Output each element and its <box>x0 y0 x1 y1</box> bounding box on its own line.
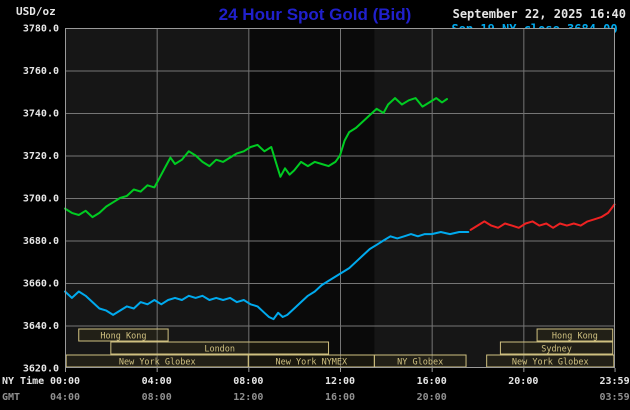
x-tick-label-ny: 08:00 <box>233 376 263 387</box>
x-tick-label-gmt: 20:00 <box>417 392 447 403</box>
x-tick-label-gmt: 04:00 <box>50 392 80 403</box>
y-tick-label: 3760.0 <box>23 66 59 77</box>
session-box <box>78 328 169 342</box>
x-tick-label-ny: 23:59 <box>599 376 629 387</box>
chart-title: 24 Hour Spot Gold (Bid) <box>218 5 412 24</box>
x-tick-label-ny: 00:00 <box>50 376 80 387</box>
session-box <box>536 328 614 342</box>
x-tick-label-gmt: 12:00 <box>233 392 263 403</box>
y-tick-label: 3640.0 <box>23 321 59 332</box>
series-line-sep19 <box>64 231 470 321</box>
session-label: Sydney <box>541 345 572 355</box>
session-label: New York NYMEX <box>276 358 349 368</box>
x-tick-label-ny: 12:00 <box>325 376 355 387</box>
unit-label: USD/oz <box>16 5 56 18</box>
x-tick-label-ny: 20:00 <box>508 376 538 387</box>
x-tick-label-gmt: 08:00 <box>142 392 172 403</box>
plot-border <box>65 28 615 368</box>
x-tick-label-ny: 04:00 <box>142 376 172 387</box>
x-tick-label-gmt: 16:00 <box>325 392 355 403</box>
y-tick-label: 3780.0 <box>23 24 59 35</box>
session-label: London <box>204 345 235 355</box>
gmt-axis-label: GMT <box>2 392 20 403</box>
y-tick-label: 3700.0 <box>23 194 59 205</box>
series-line-sep22 <box>64 97 448 219</box>
session-label: Hong Kong <box>552 332 598 342</box>
timestamp-label: September 22, 2025 16:40 <box>452 7 626 21</box>
session-label: Hong Kong <box>100 332 146 342</box>
series-line-sep21 <box>469 203 616 231</box>
y-tick-label: 3620.0 <box>23 364 59 375</box>
x-tick-label-ny: 16:00 <box>417 376 447 387</box>
session-label: New York Globex <box>512 358 589 368</box>
y-tick-label: 3740.0 <box>23 109 59 120</box>
x-tick-label-gmt: 03:59 <box>599 392 629 403</box>
y-tick-label: 3660.0 <box>23 279 59 290</box>
session-box <box>110 341 330 355</box>
y-tick-label: 3680.0 <box>23 236 59 247</box>
session-box <box>499 341 614 355</box>
ny-time-axis-label: NY Time <box>2 375 44 387</box>
y-tick-label: 3720.0 <box>23 151 59 162</box>
session-label: New York Globex <box>119 358 196 368</box>
session-label: NY Globex <box>397 358 443 368</box>
